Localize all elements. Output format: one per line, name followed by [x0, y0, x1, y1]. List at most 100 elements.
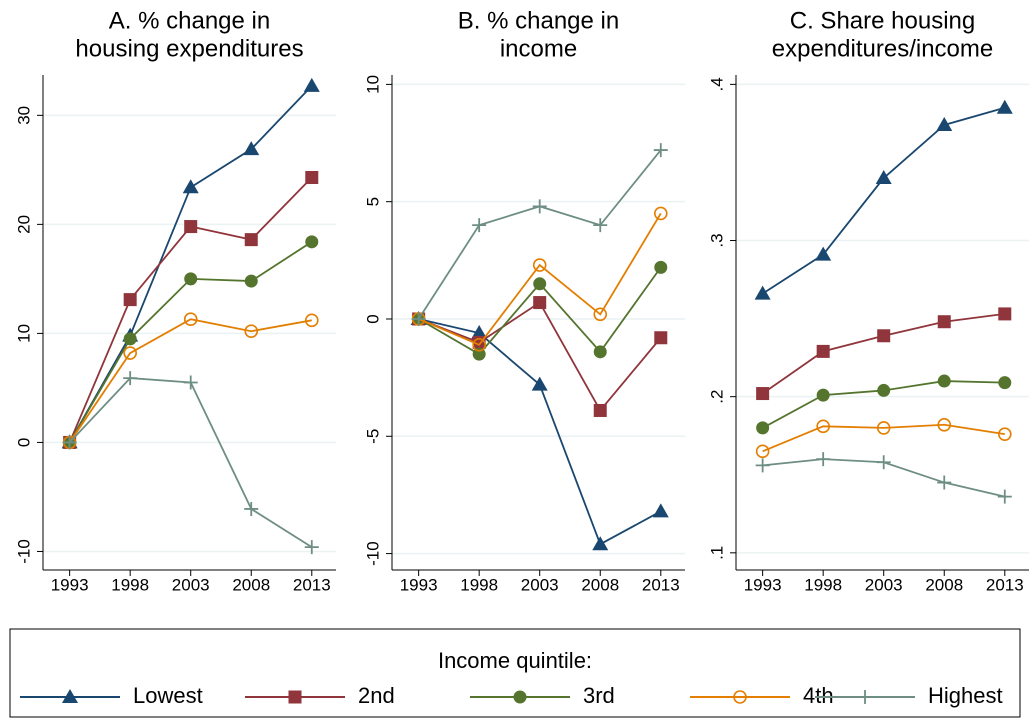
marker — [305, 235, 319, 249]
marker — [755, 458, 770, 473]
x-tick-label: 2008 — [581, 575, 619, 594]
marker — [471, 325, 488, 340]
marker — [654, 260, 668, 274]
x-tick-label: 1993 — [51, 575, 89, 594]
y-tick-label: 0 — [14, 438, 33, 447]
marker — [533, 296, 547, 310]
marker — [815, 246, 832, 261]
marker — [937, 475, 952, 490]
marker — [754, 285, 771, 300]
series-line — [418, 212, 662, 346]
y-tick-label: 20 — [14, 215, 33, 234]
marker — [877, 329, 891, 343]
marker — [303, 77, 320, 92]
marker — [593, 345, 607, 359]
y-tick-label: .4 — [707, 77, 726, 91]
marker — [62, 435, 77, 450]
x-tick-label: 2003 — [521, 575, 559, 594]
legend-marker — [858, 690, 872, 704]
marker — [755, 444, 770, 459]
y-tick-label: 5 — [363, 197, 382, 206]
panel-title: B. % change in — [458, 7, 619, 34]
marker — [531, 376, 548, 391]
marker — [936, 116, 953, 131]
marker — [592, 536, 609, 551]
y-tick-label: -5 — [363, 429, 382, 444]
marker — [593, 403, 607, 417]
marker — [244, 274, 258, 288]
marker — [244, 501, 259, 516]
marker — [183, 312, 198, 327]
y-tick-label: -10 — [14, 539, 33, 564]
marker — [816, 388, 830, 402]
marker — [532, 199, 547, 214]
marker — [998, 307, 1012, 321]
marker — [756, 421, 770, 435]
marker — [184, 272, 198, 286]
x-tick-label: 2003 — [172, 575, 210, 594]
marker — [472, 337, 486, 352]
y-tick-label: .2 — [707, 390, 726, 404]
marker — [123, 332, 137, 346]
marker — [816, 452, 831, 467]
marker — [937, 417, 952, 432]
marker — [123, 293, 137, 307]
x-tick-label: 2013 — [986, 575, 1024, 594]
x-tick-label: 2013 — [293, 575, 331, 594]
x-tick-label: 1993 — [400, 575, 438, 594]
marker — [244, 233, 258, 247]
legend-marker — [62, 689, 78, 703]
panel-title: A. % change in — [109, 7, 270, 34]
marker — [998, 376, 1012, 390]
marker — [243, 141, 260, 156]
x-tick-label: 2008 — [232, 575, 270, 594]
panel-title: expenditures/income — [772, 35, 993, 62]
x-tick-label: 1993 — [744, 575, 782, 594]
panel-title: C. Share housing — [790, 7, 975, 34]
marker — [472, 347, 486, 361]
y-tick-label: .1 — [707, 546, 726, 560]
y-tick-label: 10 — [14, 324, 33, 343]
legend-title: Income quintile: — [438, 648, 592, 673]
marker — [305, 170, 319, 184]
marker — [472, 218, 487, 233]
x-tick-label: 2003 — [865, 575, 903, 594]
x-tick-label: 2013 — [642, 575, 680, 594]
marker — [876, 455, 891, 470]
marker — [756, 387, 770, 401]
marker — [532, 258, 547, 272]
legend-label: Lowest — [133, 683, 203, 708]
legend-marker — [288, 690, 302, 704]
y-tick-label: .3 — [707, 233, 726, 247]
marker — [184, 220, 198, 234]
marker — [997, 489, 1012, 504]
marker — [244, 324, 259, 339]
legend-marker — [513, 690, 527, 704]
x-tick-label: 2008 — [925, 575, 963, 594]
marker — [937, 315, 951, 329]
y-tick-label: 10 — [363, 75, 382, 94]
marker — [816, 344, 830, 358]
marker — [593, 218, 608, 233]
series-line — [68, 318, 312, 443]
x-tick-label: 1998 — [460, 575, 498, 594]
y-tick-label: 30 — [14, 106, 33, 125]
marker — [183, 375, 198, 390]
marker — [816, 419, 830, 434]
legend-label: Highest — [928, 683, 1003, 708]
marker — [653, 143, 668, 158]
marker — [996, 99, 1013, 114]
y-tick-label: -10 — [363, 541, 382, 566]
marker — [653, 206, 668, 221]
legend-label: 3rd — [583, 683, 615, 708]
marker — [652, 503, 669, 518]
marker — [877, 383, 891, 397]
marker — [123, 346, 137, 360]
marker — [533, 277, 547, 291]
series-line — [762, 423, 1005, 453]
marker — [304, 313, 319, 328]
legend-label: 2nd — [358, 683, 395, 708]
legend-box — [9, 628, 1021, 718]
x-tick-label: 1998 — [804, 575, 842, 594]
